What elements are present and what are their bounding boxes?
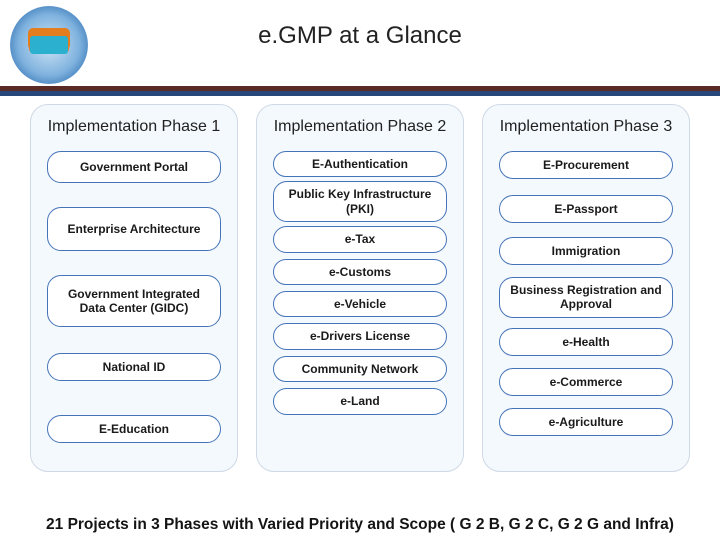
project-pill: E-Procurement [499,151,674,179]
project-pill: Community Network [273,356,448,382]
project-pill: e-Tax [273,226,448,252]
project-pill: e-Commerce [499,368,674,396]
phase-column-2: Implementation Phase 2 E-Authentication … [256,104,464,472]
project-pill: Government Portal [47,151,222,183]
logo-icon [10,6,88,84]
project-pill: Public Key Infrastructure (PKI) [273,181,448,222]
page-title: e.GMP at a Glance [0,0,720,50]
project-pill: E-Education [47,415,222,443]
project-pill: e-Land [273,388,448,414]
phase-header: Implementation Phase 2 [274,117,447,137]
phase-header: Implementation Phase 3 [500,117,673,137]
project-pill: Immigration [499,237,674,265]
project-pill: E-Authentication [273,151,448,177]
phase-column-1: Implementation Phase 1 Government Portal… [30,104,238,472]
project-pill: e-Drivers License [273,323,448,349]
footer-summary: 21 Projects in 3 Phases with Varied Prio… [0,515,720,534]
phase-columns: Implementation Phase 1 Government Portal… [30,104,690,472]
divider-bar-blue [0,91,720,96]
project-pill: E-Passport [499,195,674,223]
phase-column-3: Implementation Phase 3 E-Procurement E-P… [482,104,690,472]
project-pill: Government Integrated Data Center (GIDC) [47,275,222,327]
project-pill: e-Health [499,328,674,356]
project-pill: National ID [47,353,222,381]
project-pill: Enterprise Architecture [47,207,222,251]
project-pill: e-Vehicle [273,291,448,317]
project-pill: e-Customs [273,259,448,285]
project-pill: Business Registration and Approval [499,277,674,318]
project-pill: e-Agriculture [499,408,674,436]
phase-header: Implementation Phase 1 [48,117,221,137]
